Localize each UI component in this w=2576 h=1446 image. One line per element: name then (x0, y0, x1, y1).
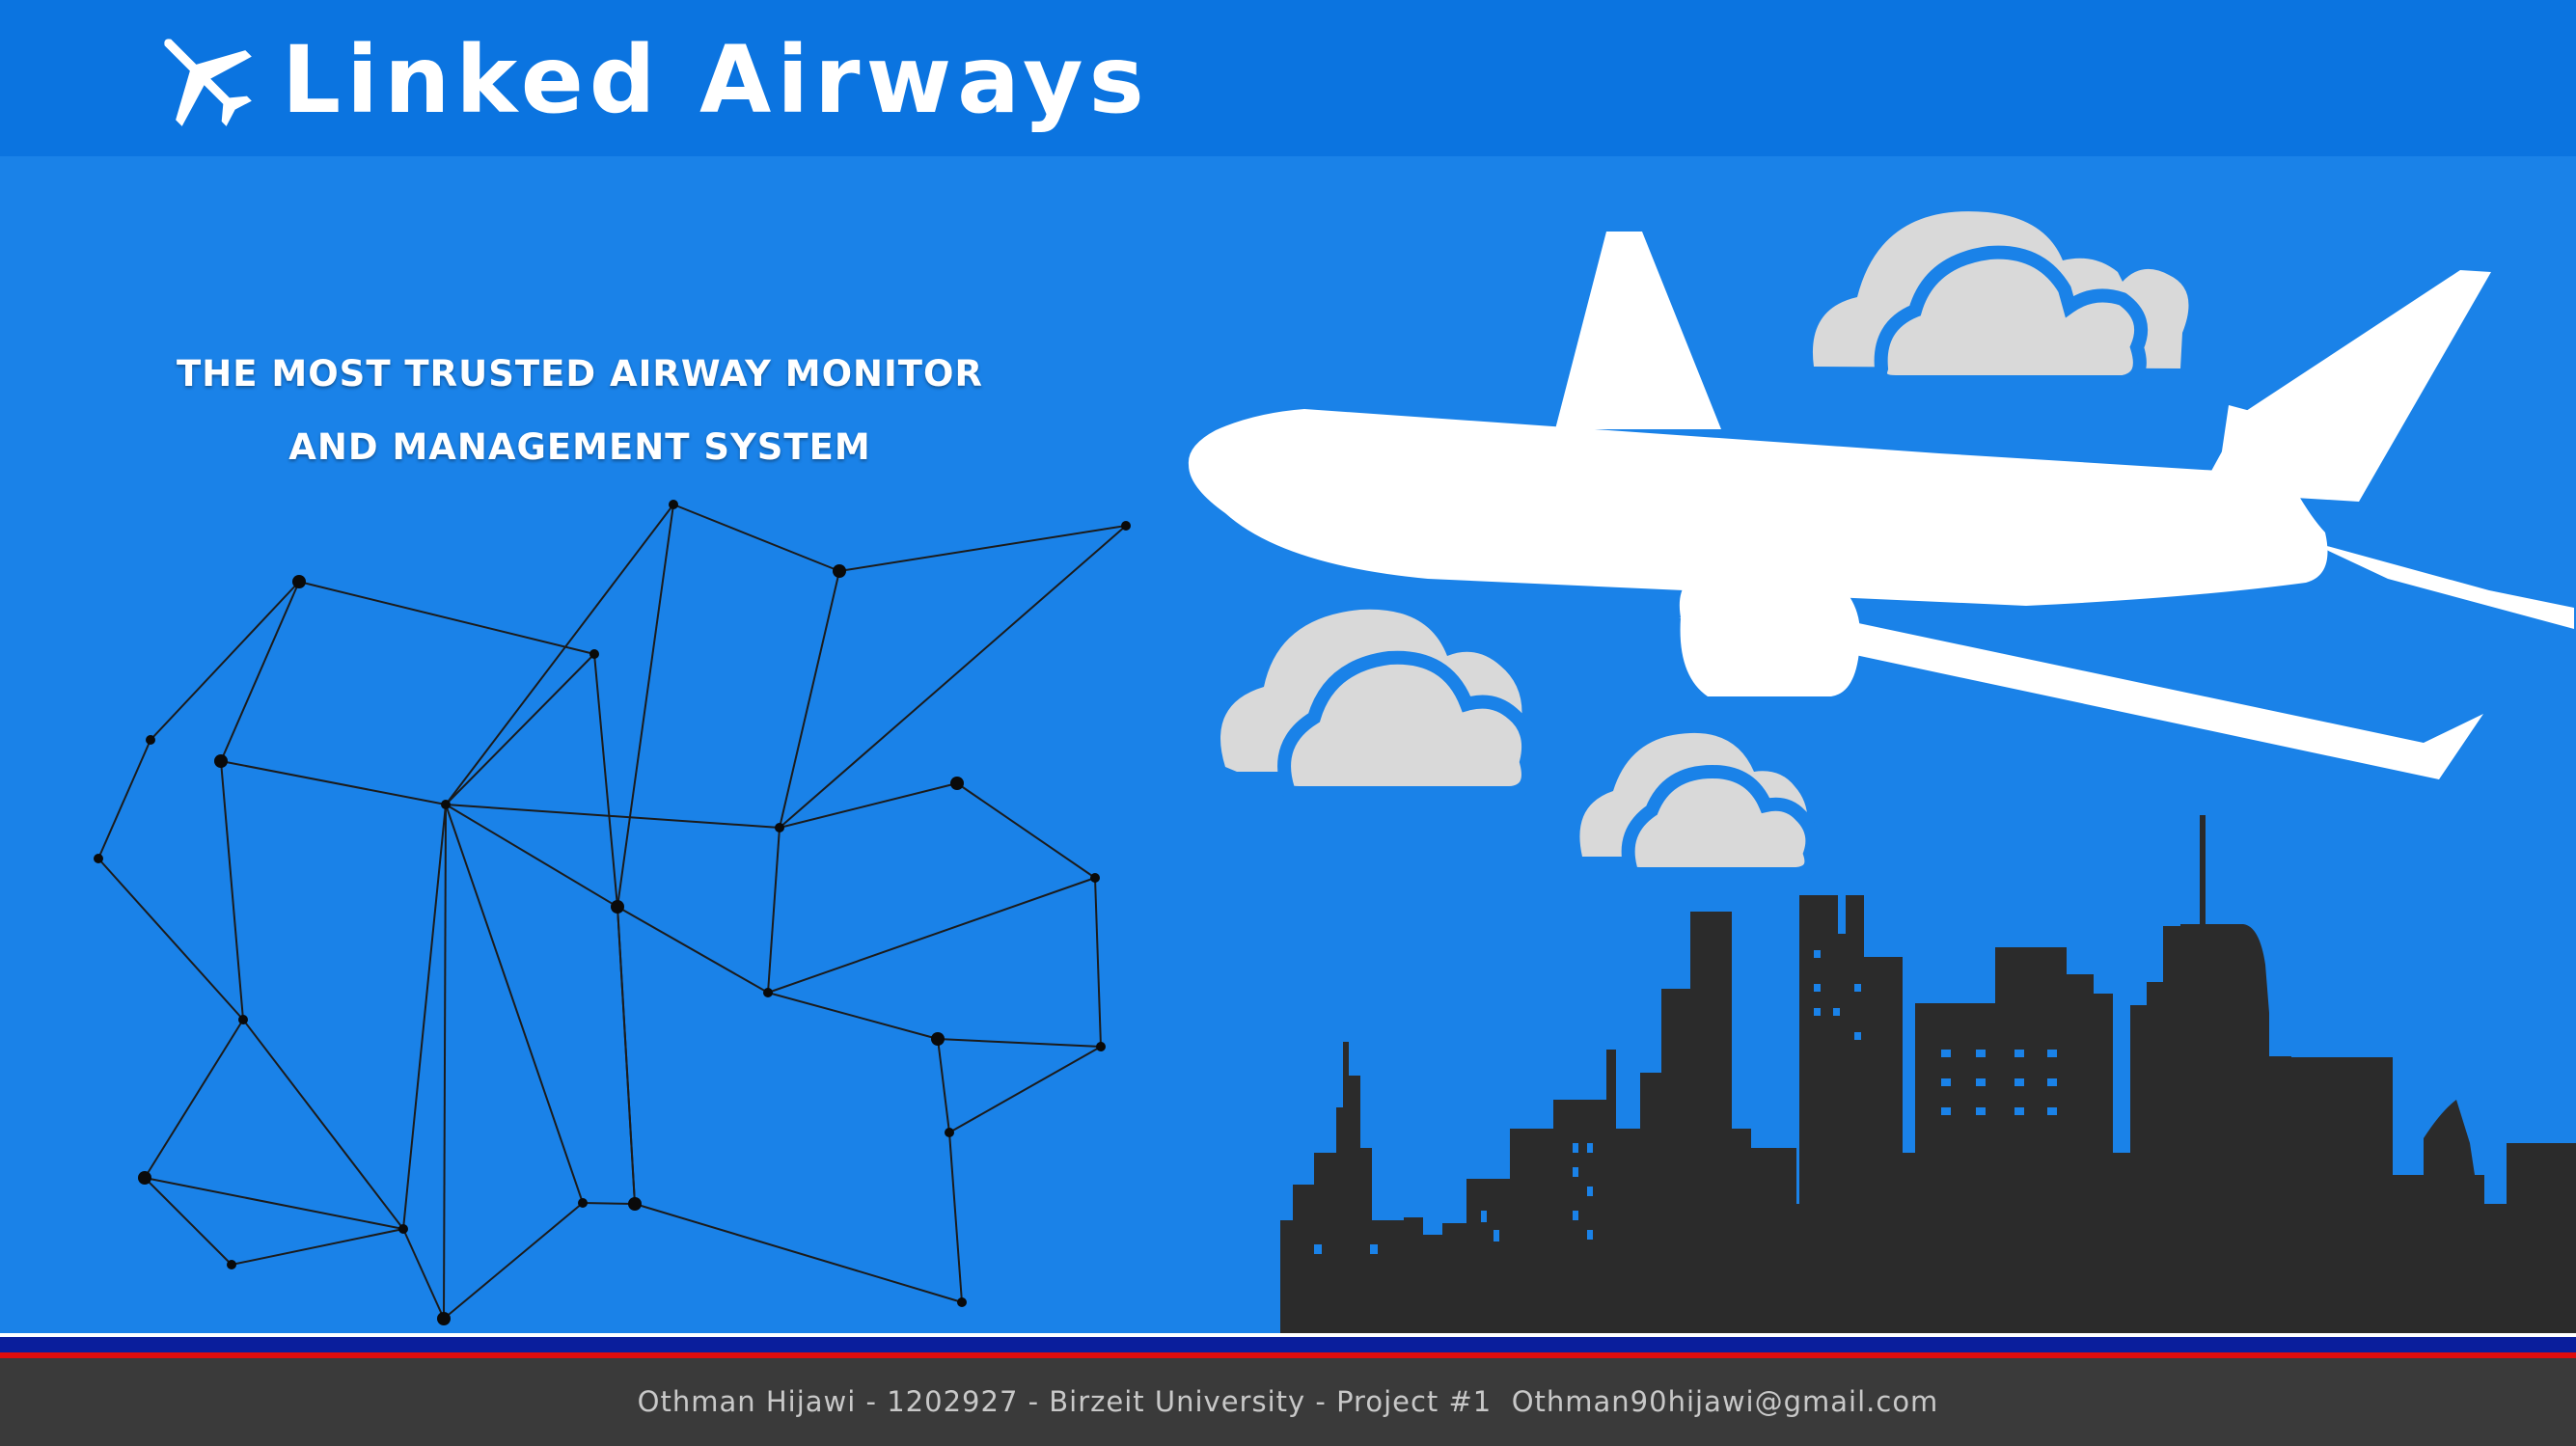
network-node (138, 1171, 151, 1185)
network-node (94, 854, 103, 863)
city-skyline (1280, 815, 2576, 1335)
network-node (1096, 1042, 1106, 1051)
network-node (950, 777, 964, 790)
cloud-icon (1579, 732, 1820, 881)
network-node (1090, 873, 1100, 883)
network-node (292, 575, 306, 588)
network-edge (937, 1038, 950, 1133)
network-edge (1094, 877, 1102, 1048)
network-edge (402, 804, 447, 1230)
network-edge (779, 782, 958, 829)
network-node (589, 649, 599, 659)
network-edge (220, 760, 244, 1021)
airplane-silhouette (1188, 232, 2574, 779)
network-node (669, 500, 678, 509)
network-edge (767, 992, 939, 1040)
network-edge (445, 804, 584, 1204)
network-edge (220, 581, 300, 762)
network-edge (231, 1228, 404, 1266)
network-edge (144, 1177, 233, 1266)
network-edge (144, 1019, 244, 1179)
network-node (1121, 521, 1131, 531)
network-edge (144, 1177, 404, 1230)
network-node (146, 735, 155, 745)
network-edge (97, 739, 151, 859)
network-edge (150, 581, 300, 741)
network-edge (593, 653, 618, 908)
network-edge (242, 1019, 404, 1230)
network-node (214, 754, 228, 768)
footer-stripe-blue (0, 1337, 2576, 1352)
footer-bar: Othman Hijawi - 1202927 - Birzeit Univer… (0, 1358, 2576, 1446)
network-node (763, 988, 773, 997)
network-edge (767, 827, 781, 994)
network-edge (445, 504, 674, 805)
network-edge (617, 906, 769, 994)
network-node (611, 900, 624, 914)
network-edge (838, 525, 1127, 572)
network-edge (445, 653, 595, 805)
network-node (227, 1260, 236, 1269)
network-node (238, 1015, 248, 1024)
network-edge (298, 581, 595, 655)
network-edges (97, 504, 1127, 1320)
network-node (578, 1198, 588, 1208)
network-node (441, 800, 451, 809)
divider-line (0, 1333, 2576, 1337)
network-edge (948, 1132, 963, 1303)
tagline-line-1: THE MOST TRUSTED AIRWAY MONITOR (177, 353, 983, 395)
footer-credit: Othman Hijawi - 1202927 - Birzeit Univer… (637, 1385, 1939, 1418)
network-node (398, 1224, 408, 1234)
network-node (437, 1312, 451, 1325)
network-edge (672, 504, 840, 572)
network-node (957, 1297, 967, 1307)
network-node (931, 1032, 945, 1046)
network-edge (617, 906, 636, 1205)
app-header: Linked Airways (0, 0, 2576, 156)
network-nodes (94, 500, 1131, 1325)
network-edge (97, 858, 244, 1021)
network-edge (634, 1203, 963, 1303)
network-edge (445, 804, 618, 908)
network-node (833, 564, 846, 578)
network-edge (956, 782, 1096, 879)
network-edge (767, 877, 1096, 994)
network-edge (779, 525, 1127, 829)
airplane-icon (164, 39, 252, 126)
network-edge (445, 804, 781, 829)
network-node (628, 1197, 642, 1211)
network-node (945, 1128, 954, 1137)
network-edge (617, 504, 674, 908)
network-node (775, 823, 784, 832)
network-edge (937, 1038, 1102, 1048)
network-edge (582, 1202, 636, 1205)
network-edge (443, 804, 447, 1320)
tagline-line-2: AND MANAGEMENT SYSTEM (288, 426, 871, 468)
network-edge (443, 1202, 584, 1320)
app-title: Linked Airways (282, 26, 1150, 134)
hero-illustration (1188, 211, 2576, 1335)
network-edge (402, 1228, 445, 1320)
network-graph (94, 500, 1131, 1325)
network-edge (948, 1046, 1102, 1133)
network-edge (220, 760, 447, 805)
building-windows (1314, 950, 2057, 1254)
network-edge (779, 570, 840, 829)
cloud-icon (1812, 211, 2189, 389)
cloud-icon (1220, 609, 1536, 800)
footer-stripe-red (0, 1352, 2576, 1358)
